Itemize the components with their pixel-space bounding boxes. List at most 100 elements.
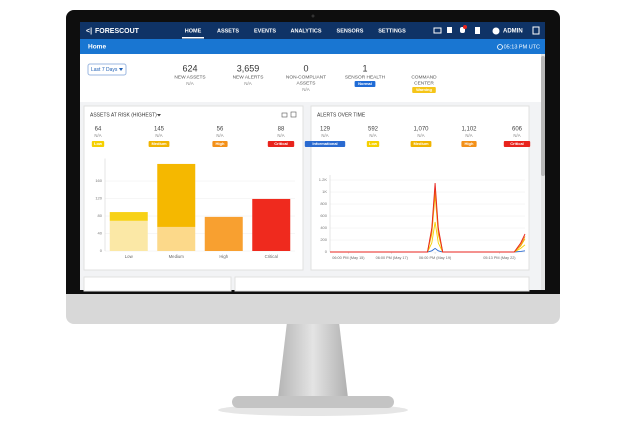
nav-item[interactable]: SENSORS	[337, 28, 364, 34]
y-tick-label: 1.2K	[319, 177, 328, 182]
stand-base	[232, 396, 394, 408]
y-tick-label: 0	[325, 249, 328, 254]
panel-alerts	[310, 105, 530, 271]
count-value: 56	[217, 127, 224, 133]
x-tick-label: 06:00 PM (May 17)	[376, 256, 409, 260]
panel-title: ASSETS AT RISK (HIGHEST)	[90, 112, 157, 118]
y-tick-label: 120	[95, 196, 102, 201]
y-tick-label: 40	[98, 231, 103, 236]
stand-neck	[278, 322, 348, 398]
stat-label: NON-COMPLIANT	[286, 74, 326, 80]
nav-icons	[433, 25, 540, 35]
y-tick-label: 80	[98, 213, 103, 218]
stat-label: NEW ALERTS	[233, 74, 264, 80]
logo: FORESCOUT	[95, 28, 140, 35]
count-note: N/A	[94, 133, 101, 138]
x-tick-label: Low	[125, 254, 134, 259]
severity-badge	[91, 141, 105, 147]
user-name[interactable]: ADMIN	[503, 29, 523, 35]
title-bar	[80, 39, 545, 54]
severity-badge-label: Medium	[151, 141, 167, 146]
icon-badge	[463, 25, 467, 29]
count-note: N/A	[155, 133, 162, 138]
clock-time: 05:13 PM UTC	[504, 44, 540, 50]
dropdown-caret	[119, 68, 123, 71]
title-caret	[157, 114, 161, 117]
count-note: N/A	[369, 133, 376, 138]
stat-value: 0	[303, 63, 308, 73]
stats-bar	[80, 54, 541, 102]
count-note: N/A	[465, 133, 472, 138]
alert-line	[330, 182, 526, 253]
severity-badge	[148, 141, 170, 147]
logo-icon: <|	[86, 28, 92, 35]
camera	[311, 14, 315, 18]
stat-sub: N/A	[244, 81, 252, 86]
panel-bottom-right	[234, 276, 530, 292]
stat-label: SENSOR HEALTH	[345, 74, 386, 80]
icon-camera[interactable]	[281, 112, 288, 118]
icon-doc[interactable]	[475, 27, 480, 34]
severity-badge	[212, 141, 228, 147]
x-tick-label: Medium	[169, 254, 185, 259]
stat-value: 1	[362, 63, 367, 73]
y-tick-label: 800	[320, 201, 327, 206]
y-tick-label: 200	[320, 237, 327, 242]
x-tick-label: 06:00 PM (May 15)	[332, 256, 365, 260]
x-tick-label: 05:13 PM (May 22)	[483, 256, 516, 260]
bar-segment	[204, 216, 243, 251]
severity-badge	[267, 141, 295, 147]
severity-badge	[410, 141, 432, 147]
count-value: 64	[95, 127, 102, 133]
nav-item[interactable]: EVENTS	[254, 28, 276, 34]
severity-badge	[366, 141, 380, 147]
y-tick-label: 0	[100, 248, 103, 253]
stat-label: NEW ASSETS	[174, 74, 205, 80]
severity-badge-label: Low	[94, 141, 103, 146]
y-tick-label: 400	[320, 225, 327, 230]
severity-badge	[503, 141, 531, 147]
stat-label: CENTER	[414, 80, 434, 86]
alert-line	[330, 247, 526, 253]
bar-segment	[252, 198, 291, 251]
bar-segment	[109, 212, 148, 221]
bar-segment	[157, 163, 196, 227]
icon-export[interactable]	[290, 111, 297, 118]
nav-item[interactable]: ASSETS	[217, 28, 239, 34]
nav-item[interactable]: SETTINGS	[378, 28, 406, 34]
scroll-thumb[interactable]	[541, 56, 545, 176]
x-tick-label: High	[219, 254, 228, 259]
date-filter-label[interactable]: Last 7 Days	[91, 67, 118, 73]
count-note: N/A	[513, 133, 520, 138]
icon-feed[interactable]	[447, 27, 452, 33]
nav-item[interactable]: ANALYTICS	[291, 28, 322, 34]
count-value: 1,102	[461, 127, 477, 133]
severity-badge	[304, 141, 346, 147]
stat-value: 624	[182, 63, 197, 73]
icon-monitor[interactable]	[433, 27, 442, 34]
bar-segment	[157, 226, 196, 251]
stat-label: ASSETS	[297, 80, 316, 86]
icon-user[interactable]	[492, 27, 500, 35]
count-note: N/A	[321, 133, 328, 138]
nav-item[interactable]: HOME	[185, 28, 202, 34]
severity-badge-label: Critical	[274, 141, 288, 146]
count-value: 88	[278, 127, 285, 133]
nav-active	[182, 37, 204, 39]
count-value: 129	[320, 127, 331, 133]
y-tick-label: 160	[95, 178, 102, 183]
count-note: N/A	[277, 133, 284, 138]
status-badge	[412, 87, 436, 93]
severity-badge-label: Medium	[413, 141, 429, 146]
panel-title: ALERTS OVER TIME	[317, 112, 366, 118]
x-tick-label: 06:00 PM (May 19)	[419, 256, 452, 260]
stat-label: COMMAND	[411, 74, 437, 80]
severity-badge-label: High	[216, 141, 225, 146]
count-note: N/A	[417, 133, 424, 138]
stat-sub: N/A	[302, 87, 310, 92]
status-badge	[354, 81, 376, 87]
icon-logout[interactable]	[532, 26, 540, 35]
date-filter[interactable]	[87, 63, 127, 76]
status-badge-label: Normal	[358, 81, 372, 86]
